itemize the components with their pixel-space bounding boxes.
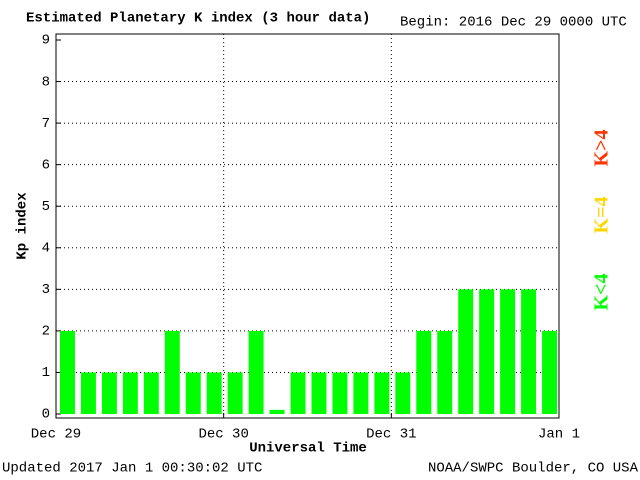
x-tick-label: Dec 29 <box>31 427 81 443</box>
bar <box>479 289 495 414</box>
bar <box>248 330 264 414</box>
bar <box>437 330 453 414</box>
bar <box>332 372 348 414</box>
y-tick-label: 9 <box>42 33 50 49</box>
y-tick-label: 2 <box>42 324 50 340</box>
bar <box>521 289 537 414</box>
bar <box>227 372 243 414</box>
y-tick-label: 0 <box>42 407 50 423</box>
bar <box>269 409 285 414</box>
x-axis-label: Universal Time <box>249 441 367 457</box>
y-tick-label: 4 <box>42 240 50 256</box>
y-tick-label: 8 <box>42 74 50 90</box>
y-tick-label: 6 <box>42 157 50 173</box>
bar <box>416 330 432 414</box>
bar <box>143 372 159 414</box>
x-tick-label: Dec 31 <box>366 427 416 443</box>
bar <box>122 372 138 414</box>
bar <box>374 372 390 414</box>
bar <box>206 372 222 414</box>
bar <box>290 372 306 414</box>
updated-label: Updated 2017 Jan 1 00:30:02 UTC <box>2 461 262 477</box>
begin-label: Begin: 2016 Dec 29 0000 UTC <box>400 15 627 31</box>
x-tick-label: Dec 30 <box>198 427 248 443</box>
bar <box>311 372 327 414</box>
bar <box>80 372 96 414</box>
chart-title: Estimated Planetary K index (3 hour data… <box>26 11 370 27</box>
bar <box>101 372 117 414</box>
y-tick-label: 7 <box>42 116 50 132</box>
bar <box>542 330 557 414</box>
source-label: NOAA/SWPC Boulder, CO USA <box>428 461 639 477</box>
bar <box>353 372 369 414</box>
bar <box>185 372 201 414</box>
bar <box>500 289 516 414</box>
x-tick-label: Jan 1 <box>538 427 580 443</box>
threshold-legend: K=4 <box>591 197 613 234</box>
bar <box>164 330 180 414</box>
y-tick-label: 1 <box>42 365 50 381</box>
threshold-legend: K<4 <box>591 274 613 311</box>
threshold-legend: K>4 <box>591 130 613 167</box>
bar <box>60 330 75 414</box>
y-tick-label: 3 <box>42 282 50 298</box>
y-tick-label: 5 <box>42 199 50 215</box>
bar <box>458 289 474 414</box>
y-axis-label: Kp index <box>15 192 31 260</box>
plot-frame <box>55 33 560 419</box>
bar <box>395 372 411 414</box>
